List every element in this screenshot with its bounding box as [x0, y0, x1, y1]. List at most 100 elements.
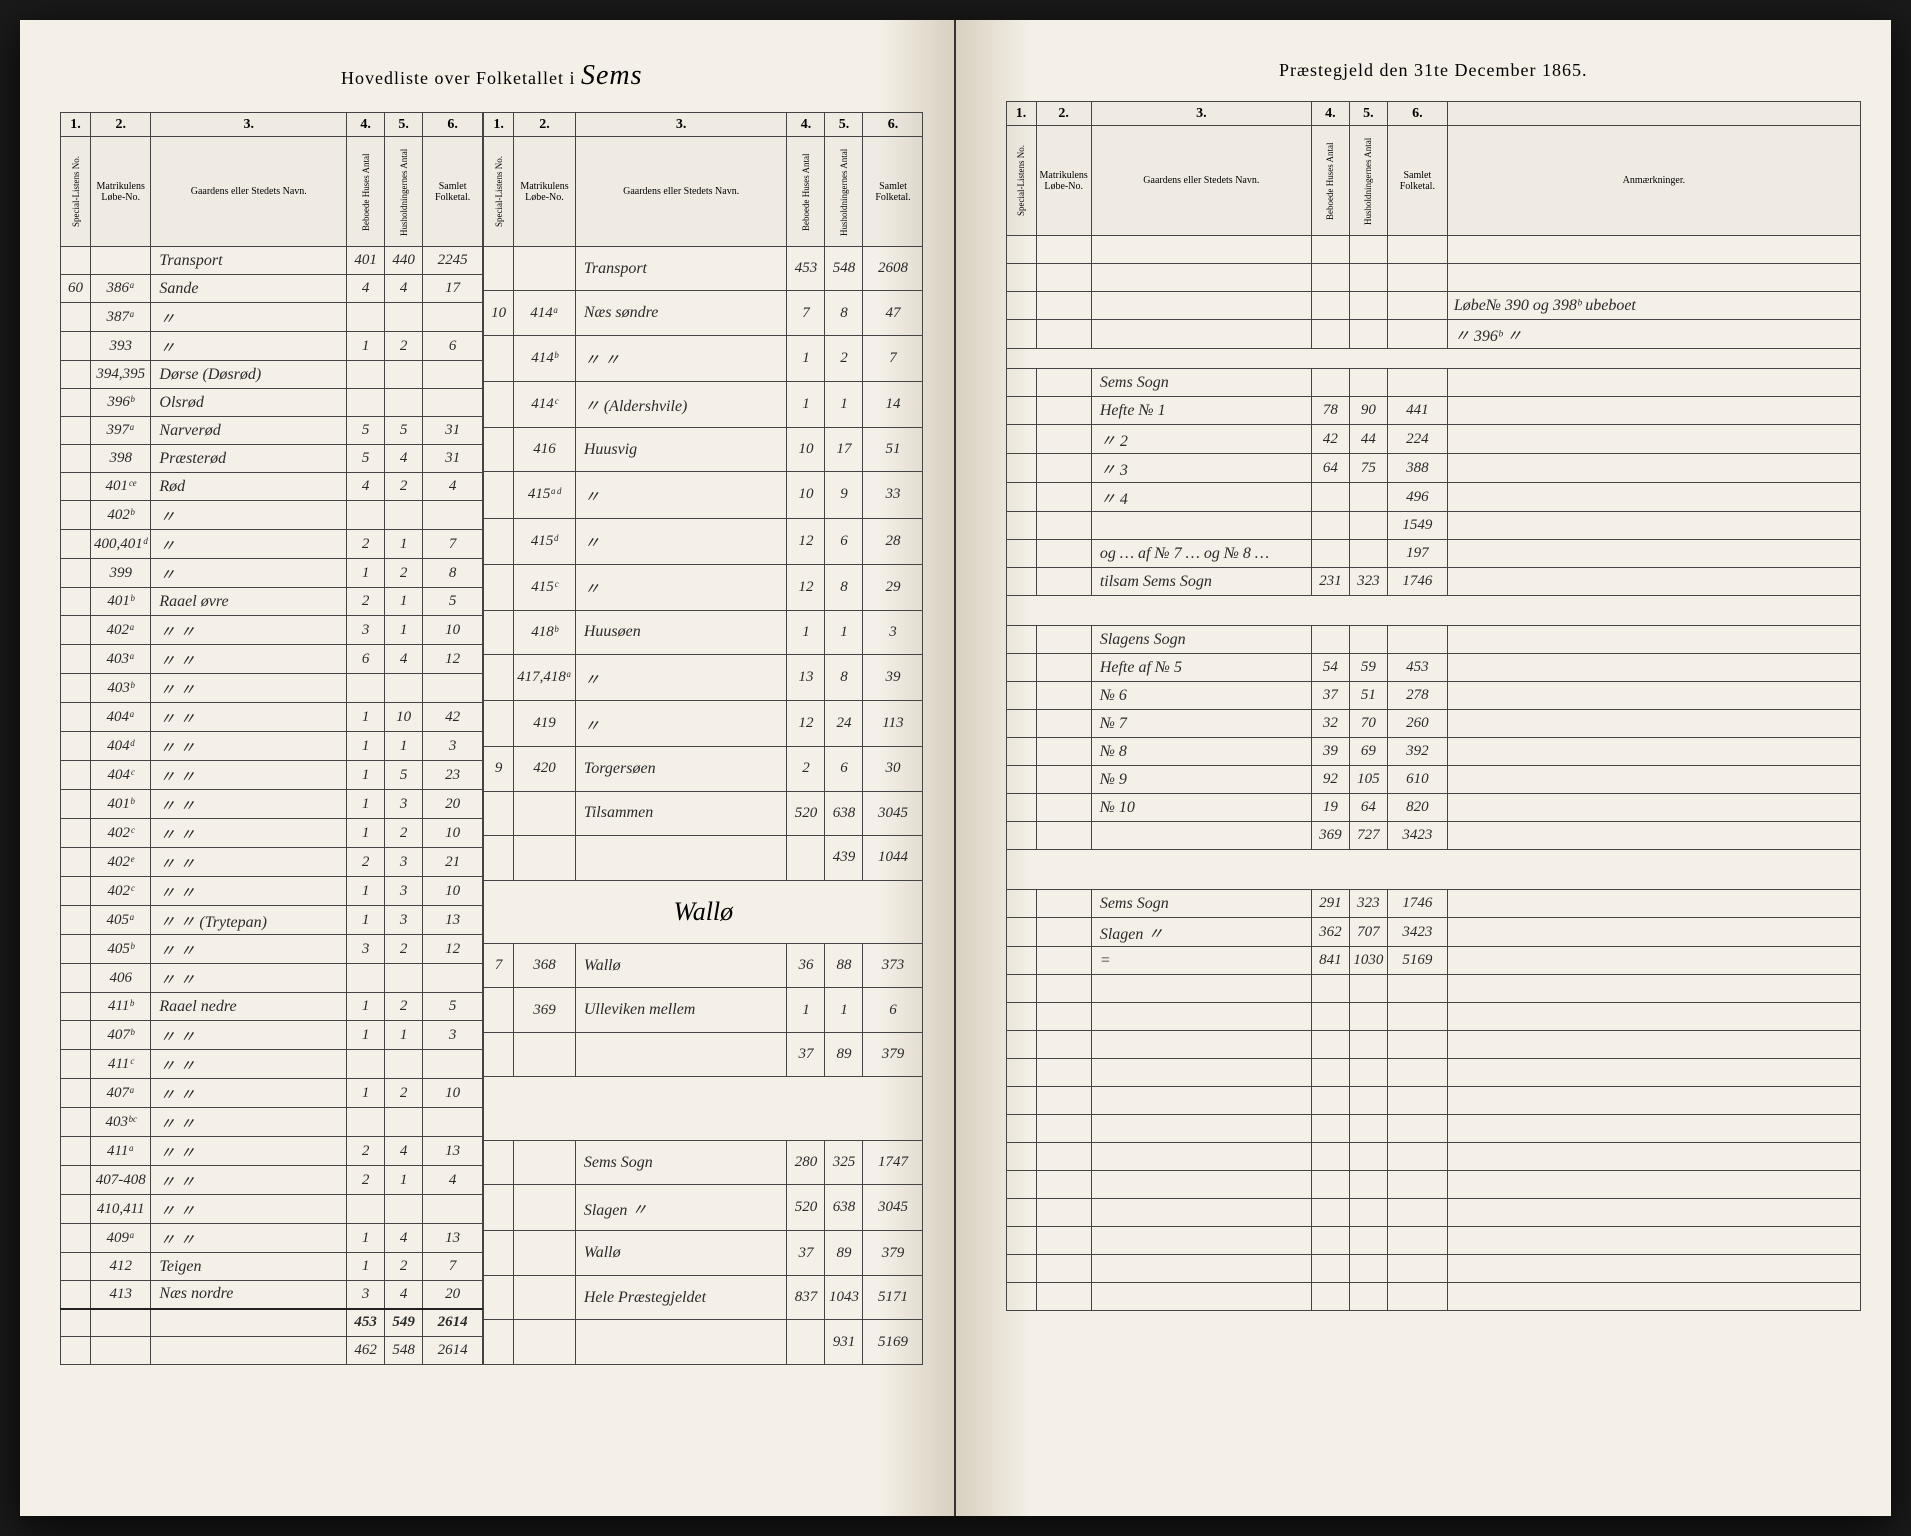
cell: 379: [863, 1032, 923, 1076]
cell: 3: [385, 877, 423, 906]
cell: 3: [347, 935, 385, 964]
table-row: 〃 3 64 75 388: [1006, 454, 1861, 483]
cell: [61, 993, 91, 1021]
cell: 4: [347, 473, 385, 501]
cell: 5: [385, 761, 423, 790]
cell: Teigen: [151, 1253, 347, 1281]
cell: [385, 1195, 423, 1224]
table-row: [1006, 1115, 1861, 1143]
remarks-header: Anmærkninger.: [1447, 126, 1860, 236]
cell: 397ᵃ: [91, 417, 151, 445]
cell: 30: [863, 747, 923, 791]
cell: Ulleviken mellem: [575, 988, 787, 1032]
cell: 5: [347, 445, 385, 473]
cell: 3: [423, 732, 483, 761]
table-row: 414ᶜ〃 (Aldershvile)1114: [484, 381, 923, 427]
cell: 407-408: [91, 1166, 151, 1195]
cell: 4: [385, 1281, 423, 1309]
cell: [385, 1108, 423, 1137]
cell: 6: [863, 988, 923, 1032]
cell: 12: [423, 935, 483, 964]
table-row: 402ᵇ〃: [61, 501, 483, 530]
cell: Olsrød: [151, 389, 347, 417]
cell: 404ᵃ: [91, 703, 151, 732]
cell: [61, 361, 91, 389]
cell: 9: [825, 472, 863, 518]
col-1: 1.: [61, 113, 91, 137]
table-row: 411ᵃ〃 〃2413: [61, 1137, 483, 1166]
remark-cell: Løbe№ 390 og 398ᵇ ubeboet: [1447, 292, 1860, 320]
cell: 2: [385, 935, 423, 964]
table-row: Slagens Sogn: [1006, 626, 1861, 654]
cell: 411ᶜ: [91, 1050, 151, 1079]
cell: 407ᵇ: [91, 1021, 151, 1050]
table-row: 396ᵇOlsrød: [61, 389, 483, 417]
cell: [61, 559, 91, 588]
table-row: 404ᵈ〃 〃113: [61, 732, 483, 761]
cell: 414ᵃ: [514, 291, 576, 335]
cell: [423, 674, 483, 703]
table-row: Hele Præstegjeldet 837 1043 5171: [484, 1275, 923, 1319]
cell: 21: [423, 848, 483, 877]
table-row: 411ᵇRaael nedre125: [61, 993, 483, 1021]
cell: 411ᵇ: [91, 993, 151, 1021]
cell: Huusøen: [575, 610, 787, 654]
table-row: № 8 39 69 392: [1006, 738, 1861, 766]
table-row: 403ᵇᶜ〃 〃: [61, 1108, 483, 1137]
cell: Huusvig: [575, 428, 787, 472]
cell: 2: [385, 1253, 423, 1281]
cell: 2: [347, 530, 385, 559]
sum-row: 453 549 2614: [61, 1309, 483, 1337]
cell: 60: [61, 275, 91, 303]
cell: 〃 〃: [151, 848, 347, 877]
cell: [61, 790, 91, 819]
title-prefix: Hovedliste over Folketallet i: [341, 68, 575, 88]
cell: 3: [385, 790, 423, 819]
cell: 6: [825, 518, 863, 564]
table-row: 407-408〃 〃214: [61, 1166, 483, 1195]
cell: [423, 964, 483, 993]
hdr-4: Beboede Huses Antal: [347, 137, 385, 247]
cell: 401ᵇ: [91, 790, 151, 819]
cell: 88: [825, 944, 863, 988]
table-row: 7368Wallø3688373: [484, 944, 923, 988]
cell: 2: [347, 588, 385, 616]
cell: 416: [514, 428, 576, 472]
cell: [61, 389, 91, 417]
cell: 〃: [575, 701, 787, 747]
cell: 51: [863, 428, 923, 472]
hdr-2: Matrikulens Løbe-No.: [91, 137, 151, 247]
cell: 414ᶜ: [514, 381, 576, 427]
cell: [61, 1253, 91, 1281]
left-page-title: Hovedliste over Folketallet i Sems: [60, 60, 924, 92]
cell: 393: [91, 332, 151, 361]
cell: 417,418ᵃ: [514, 655, 576, 701]
table-row: 419〃1224113: [484, 701, 923, 747]
cell: 〃: [575, 655, 787, 701]
table-row: 407ᵃ〃 〃1210: [61, 1079, 483, 1108]
cell: [347, 1108, 385, 1137]
table-row: Slagen 〃 362 707 3423: [1006, 918, 1861, 947]
table-row: 403ᵇ〃 〃: [61, 674, 483, 703]
table-row: 402ᶜ〃 〃1310: [61, 877, 483, 906]
cell: [484, 610, 514, 654]
cell: 8: [423, 559, 483, 588]
cell: [61, 964, 91, 993]
cell: [423, 1050, 483, 1079]
cell: 1: [787, 381, 825, 427]
cell: 13: [423, 1137, 483, 1166]
table-row: [1006, 236, 1861, 264]
cell: 1: [347, 1021, 385, 1050]
cell: 439: [825, 836, 863, 880]
table-row: 410,411〃 〃: [61, 1195, 483, 1224]
table-row: tilsam Sems Sogn 231 323 1746: [1006, 568, 1861, 596]
cell: 31: [423, 417, 483, 445]
cell: 1: [347, 877, 385, 906]
cell: 418ᵇ: [514, 610, 576, 654]
cell: 7: [484, 944, 514, 988]
cell: 1: [347, 1224, 385, 1253]
cell: Rød: [151, 473, 347, 501]
cell: 415ᵃᵈ: [514, 472, 576, 518]
cell: 13: [423, 1224, 483, 1253]
cell: 403ᵃ: [91, 645, 151, 674]
